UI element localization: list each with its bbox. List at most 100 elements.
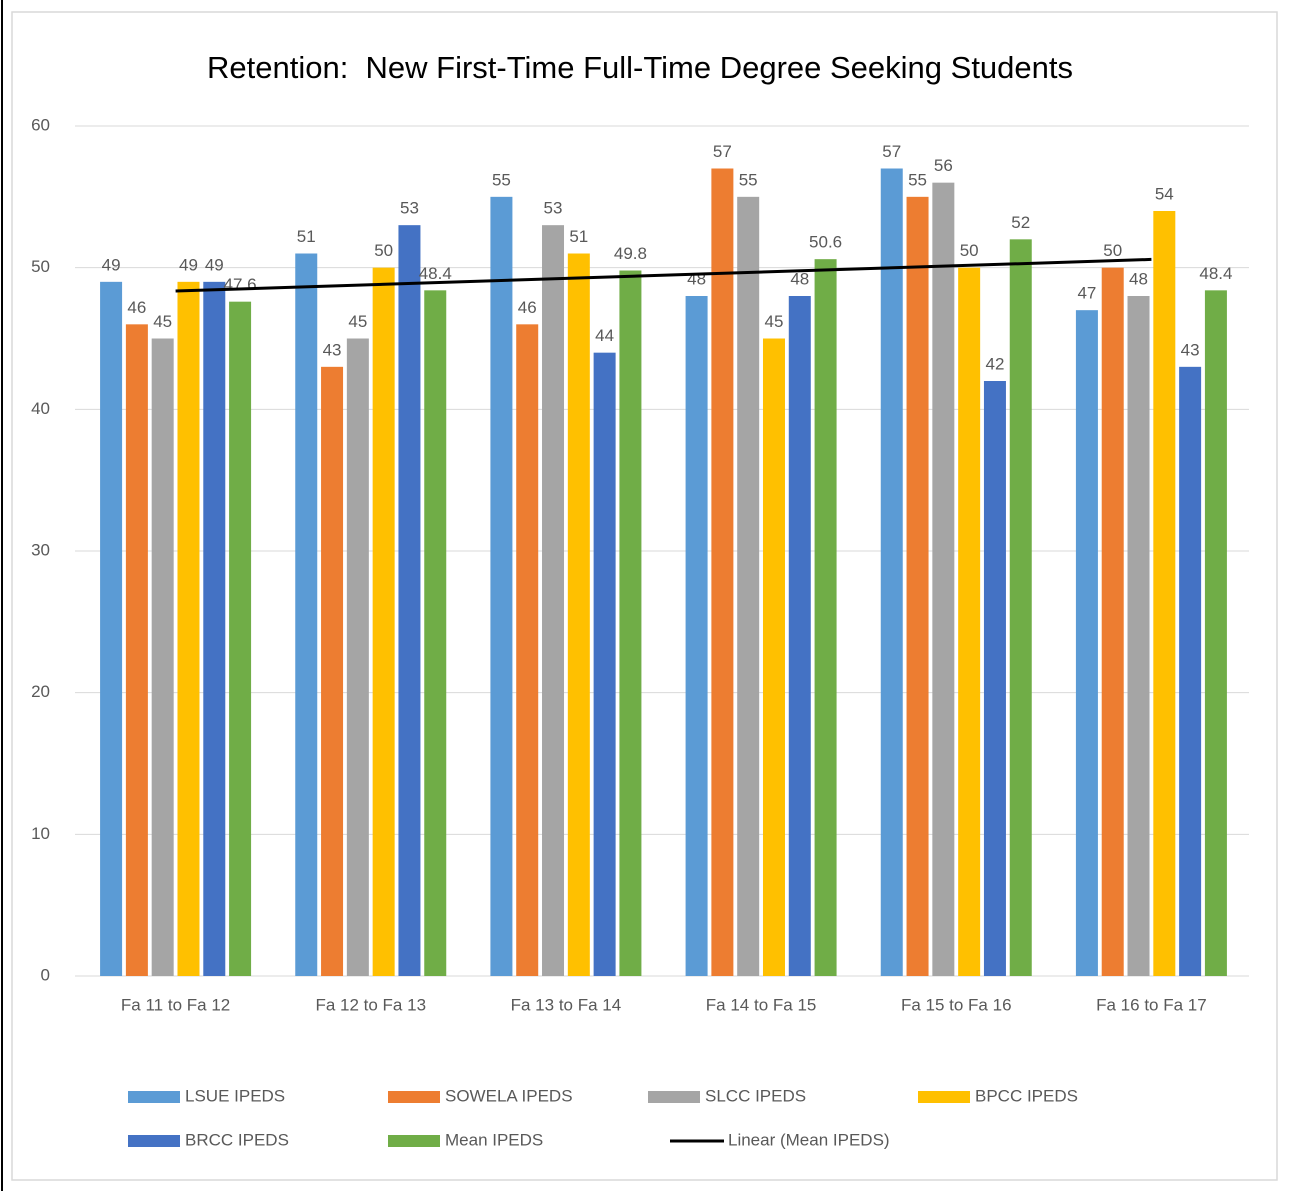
value-label: 45 — [153, 312, 172, 331]
bar — [737, 196, 760, 977]
value-label: 53 — [544, 199, 563, 218]
bar — [1179, 366, 1202, 976]
bar — [398, 225, 421, 976]
x-tick-label: Fa 13 to Fa 14 — [511, 995, 622, 1014]
legend-label: SLCC IPEDS — [705, 1086, 806, 1105]
bar — [125, 324, 148, 976]
x-tick-label: Fa 16 to Fa 17 — [1096, 995, 1207, 1014]
bar — [593, 352, 616, 977]
legend-label: LSUE IPEDS — [185, 1086, 285, 1105]
value-label: 48 — [687, 269, 706, 288]
value-label: 50 — [960, 241, 979, 260]
bar — [958, 267, 981, 977]
value-label: 50 — [1103, 241, 1122, 260]
bar — [932, 182, 955, 976]
bar — [1101, 267, 1124, 977]
value-label: 55 — [908, 170, 927, 189]
x-tick-label: Fa 11 to Fa 12 — [121, 995, 230, 1014]
bar — [295, 253, 318, 976]
bar — [1204, 290, 1227, 976]
value-label: 57 — [882, 142, 901, 161]
bar — [542, 225, 565, 976]
bar — [100, 281, 123, 976]
legend-label: SOWELA IPEDS — [445, 1086, 573, 1105]
value-label: 46 — [518, 298, 537, 317]
bar — [372, 267, 395, 977]
bar — [346, 338, 369, 976]
value-label: 42 — [985, 354, 1004, 373]
value-label: 48 — [1129, 269, 1148, 288]
bar — [619, 270, 642, 976]
bar — [711, 168, 734, 976]
value-label: 47 — [1077, 284, 1096, 303]
y-tick-label: 50 — [31, 257, 50, 276]
value-label: 49 — [179, 255, 198, 274]
legend-label: Mean IPEDS — [445, 1130, 543, 1149]
bar — [177, 281, 200, 976]
value-label: 55 — [492, 170, 511, 189]
bar — [567, 253, 590, 976]
bar — [1075, 310, 1098, 977]
y-tick-label: 20 — [31, 682, 50, 701]
bar — [1153, 211, 1176, 976]
legend-label: BRCC IPEDS — [185, 1130, 289, 1149]
y-tick-label: 30 — [31, 540, 50, 559]
bar — [229, 301, 252, 977]
bar — [906, 196, 929, 977]
bar — [490, 196, 513, 977]
bar — [516, 324, 539, 976]
value-label: 53 — [400, 199, 419, 218]
value-label: 50.6 — [809, 233, 842, 252]
legend-swatch — [388, 1091, 440, 1103]
chart-title: Retention: New First-Time Full-Time Degr… — [206, 50, 1074, 85]
y-tick-label: 0 — [41, 965, 50, 984]
bar — [880, 168, 903, 976]
bar — [1009, 239, 1032, 977]
legend-swatch — [388, 1135, 440, 1147]
legend-label: BPCC IPEDS — [975, 1086, 1078, 1105]
value-label: 51 — [297, 227, 316, 246]
bar — [151, 338, 174, 976]
value-label: 56 — [934, 156, 953, 175]
value-label: 54 — [1155, 184, 1174, 203]
x-tick-label: Fa 15 to Fa 16 — [901, 995, 1012, 1014]
value-label: 57 — [713, 142, 732, 161]
value-label: 45 — [765, 312, 784, 331]
legend-swatch — [648, 1091, 700, 1103]
value-label: 50 — [374, 241, 393, 260]
value-label: 48.4 — [1199, 264, 1232, 283]
value-label: 52 — [1011, 213, 1030, 232]
value-label: 46 — [127, 298, 146, 317]
bar — [685, 296, 708, 976]
y-tick-label: 40 — [31, 399, 50, 418]
value-label: 48.4 — [419, 264, 452, 283]
value-label: 43 — [323, 340, 342, 359]
x-tick-label: Fa 12 to Fa 13 — [315, 995, 426, 1014]
y-tick-label: 10 — [31, 824, 50, 843]
value-label: 55 — [739, 170, 758, 189]
x-tick-label: Fa 14 to Fa 15 — [706, 995, 817, 1014]
bar — [203, 281, 226, 976]
value-label: 48 — [790, 269, 809, 288]
value-label: 49.8 — [614, 244, 647, 263]
bar — [983, 381, 1006, 976]
value-label: 44 — [595, 326, 614, 345]
legend-swatch — [918, 1091, 970, 1103]
trendline — [175, 257, 1152, 293]
chart-border — [11, 11, 1278, 1181]
legend-swatch — [128, 1091, 180, 1103]
bar — [321, 366, 344, 976]
value-label: 49 — [102, 255, 121, 274]
value-label: 45 — [348, 312, 367, 331]
value-label: 49 — [205, 255, 224, 274]
legend-swatch — [128, 1135, 180, 1147]
bar — [788, 296, 811, 976]
value-label: 47.6 — [224, 275, 257, 294]
value-label: 43 — [1181, 340, 1200, 359]
value-label: 51 — [569, 227, 588, 246]
bar — [814, 259, 837, 977]
legend-label: Linear (Mean IPEDS) — [728, 1130, 890, 1149]
bar — [424, 290, 447, 976]
